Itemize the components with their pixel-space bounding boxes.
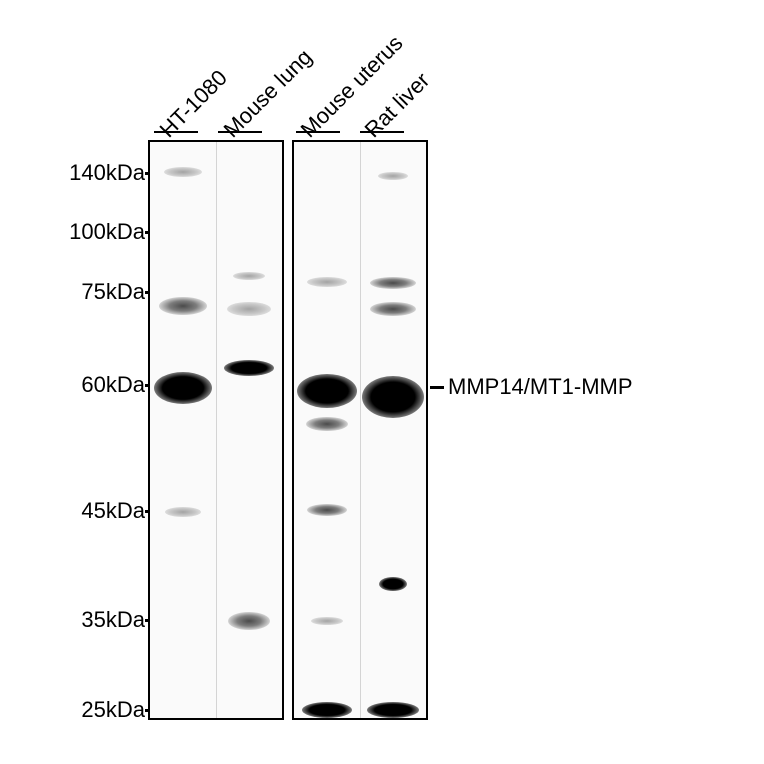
gel-lane <box>294 142 360 718</box>
gel-band <box>362 376 424 418</box>
target-label: MMP14/MT1-MMP <box>448 374 633 400</box>
gel-band <box>228 612 270 630</box>
gel-band <box>370 277 416 289</box>
gel-band <box>154 372 212 404</box>
mw-label: 75kDa <box>81 279 145 305</box>
gel-lane <box>216 142 282 718</box>
mw-label: 45kDa <box>81 498 145 524</box>
gel-band <box>379 577 407 591</box>
gel-area <box>148 140 428 720</box>
gel-band <box>367 702 419 718</box>
gel-band <box>224 360 274 376</box>
gel-lane <box>150 142 216 718</box>
target-tick <box>430 386 444 389</box>
gel-band <box>307 277 347 287</box>
gel-band <box>370 302 416 316</box>
gel-band <box>159 297 207 315</box>
gel-band <box>307 504 347 516</box>
lane-underline <box>218 131 262 133</box>
gel-lane <box>360 142 426 718</box>
gel-band <box>378 172 408 180</box>
gel-band <box>302 702 352 718</box>
mw-label: 60kDa <box>81 372 145 398</box>
gel-band <box>311 617 343 625</box>
gel-panel <box>148 140 284 720</box>
lane-labels-group: HT-1080Mouse lungMouse uterusRat liver <box>160 5 440 135</box>
gel-band <box>164 167 202 177</box>
gel-band <box>306 417 348 431</box>
mw-label: 100kDa <box>69 219 145 245</box>
gel-band <box>165 507 201 517</box>
mw-label: 140kDa <box>69 160 145 186</box>
lane-underline <box>360 131 404 133</box>
gel-band <box>297 374 357 408</box>
western-blot-figure: HT-1080Mouse lungMouse uterusRat liver 1… <box>0 0 764 764</box>
lane-underline <box>154 131 198 133</box>
gel-band <box>233 272 265 280</box>
lane-underline <box>296 131 340 133</box>
gel-panel <box>292 140 428 720</box>
gel-band <box>227 302 271 316</box>
mw-label: 25kDa <box>81 697 145 723</box>
mw-label: 35kDa <box>81 607 145 633</box>
